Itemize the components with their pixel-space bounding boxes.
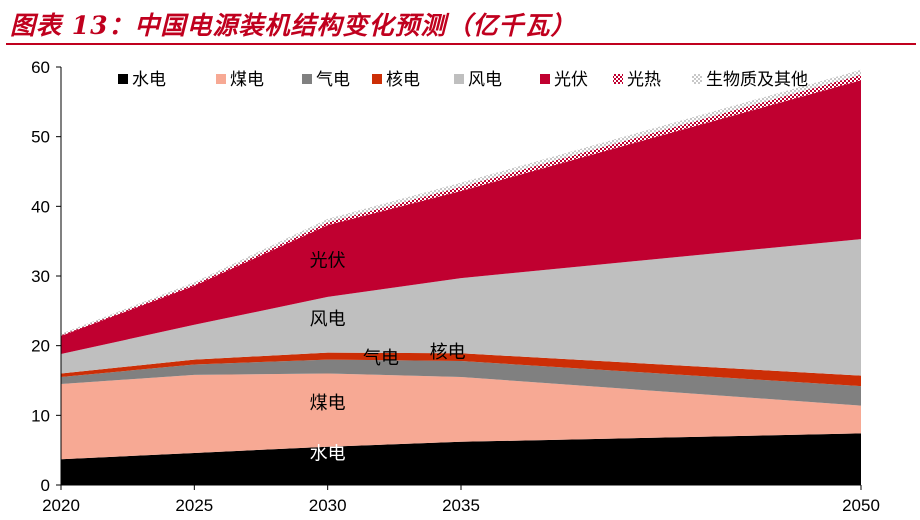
legend-swatch <box>692 74 702 84</box>
legend-label: 风电 <box>468 70 502 90</box>
area-layers <box>61 69 861 485</box>
legend-label: 核电 <box>386 70 420 90</box>
area-8-生物质及其他 <box>61 69 861 336</box>
title-underline <box>6 43 916 45</box>
y-tick-label: 30 <box>31 267 50 286</box>
title-bar: 图表 13：中国电源装机结构变化预测（亿千瓦） <box>0 0 920 45</box>
legend-swatch <box>613 74 623 84</box>
legend-swatch <box>302 74 312 84</box>
y-tick-label: 40 <box>31 197 50 216</box>
area-annotation: 水电 <box>310 444 346 465</box>
x-tick-label: 2025 <box>175 496 213 515</box>
area-5-风电 <box>61 239 861 376</box>
x-tick-label: 2020 <box>42 496 80 515</box>
area-4-核电 <box>61 352 861 387</box>
area-annotation: 光伏 <box>310 251 346 272</box>
legend-label: 气电 <box>316 70 350 90</box>
legend-swatch <box>216 74 226 84</box>
legend-swatch <box>540 74 550 84</box>
y-tick-label: 20 <box>31 337 50 356</box>
legend-label: 生物质及其他 <box>706 70 808 90</box>
area-annotation: 核电 <box>430 342 466 363</box>
legend-swatch <box>118 74 128 84</box>
x-tick-label: 2050 <box>842 496 880 515</box>
area-2-煤电 <box>61 373 861 460</box>
area-1-水电 <box>61 433 861 485</box>
legend-swatch <box>454 74 464 84</box>
y-tick-label: 10 <box>31 406 50 425</box>
figure-title: 图表 13：中国电源装机结构变化预测（亿千瓦） <box>10 11 577 40</box>
area-annotations: 水电 煤电 气电 核电 风电 光伏 <box>310 251 466 465</box>
y-tick-label: 60 <box>31 58 50 77</box>
area-7-光热 <box>61 74 861 336</box>
legend-label: 水电 <box>132 70 166 90</box>
x-tick-label: 2035 <box>442 496 480 515</box>
area-annotation: 风电 <box>310 309 346 330</box>
y-tick-label: 0 <box>41 476 50 495</box>
legend-swatch <box>372 74 382 84</box>
legend-label: 光热 <box>627 70 661 90</box>
area-annotation: 煤电 <box>310 393 346 414</box>
area-3-气电 <box>61 359 861 406</box>
x-tick-label: 2030 <box>309 496 347 515</box>
legend-label: 光伏 <box>554 70 588 90</box>
legend: 水电 煤电 气电 核电 风电 光伏 光热 生物质及其他 <box>118 70 808 90</box>
area-6-光伏 <box>61 80 861 354</box>
legend-label: 煤电 <box>230 70 264 90</box>
y-tick-label: 50 <box>31 128 50 147</box>
area-annotation: 气电 <box>363 348 399 369</box>
